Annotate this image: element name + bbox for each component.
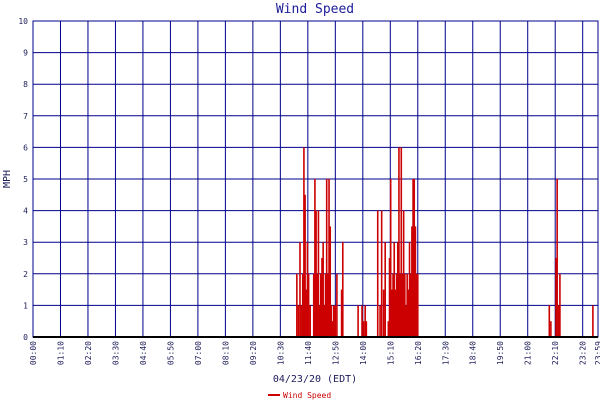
- y-tick-label: 1: [23, 301, 28, 310]
- y-tick-label: 5: [23, 175, 28, 184]
- x-tick-label: 04:40: [139, 341, 148, 365]
- x-tick-label: 19:50: [496, 341, 505, 365]
- y-axis-label: MPH: [2, 170, 13, 188]
- x-tick-label: 03:30: [111, 341, 120, 365]
- y-tick-label: 7: [23, 112, 28, 121]
- legend-label: Wind Speed: [283, 391, 331, 400]
- x-tick-label: 23:59: [594, 341, 600, 365]
- y-tick-label: 8: [23, 80, 28, 89]
- x-tick-label: 11:40: [304, 341, 313, 365]
- chart-title: Wind Speed: [276, 2, 354, 17]
- x-tick-label: 10:30: [276, 341, 285, 365]
- series-wind-speed-bars: [296, 147, 594, 337]
- x-tick-label: 23:20: [579, 341, 588, 365]
- x-tick-labels: 00:00 01:10 02:20 03:30 04:40 05:50 07:00 08:10…: [29, 341, 600, 365]
- x-tick-label: 21:00: [524, 341, 533, 365]
- y-tick-label: 3: [23, 238, 28, 247]
- x-tick-label: 12:50: [331, 341, 340, 365]
- x-tick-label: 18:40: [469, 341, 478, 365]
- legend: Wind Speed: [268, 391, 331, 400]
- y-tick-label: 0: [23, 333, 28, 342]
- x-axis-label: 04/23/20 (EDT): [273, 374, 357, 385]
- x-tick-label: 15:10: [386, 341, 395, 365]
- x-tick-label: 16:20: [414, 341, 423, 365]
- x-tick-label: 14:00: [359, 341, 368, 365]
- y-tick-labels: 0 1 2 3 4 5 6 7 8 9 10: [18, 17, 28, 342]
- x-tick-label: 07:00: [194, 341, 203, 365]
- x-tick-label: 08:10: [221, 341, 230, 365]
- x-tick-label: 01:10: [56, 341, 65, 365]
- y-tick-label: 4: [23, 207, 28, 216]
- x-tick-label: 09:20: [249, 341, 258, 365]
- x-tick-label: 05:50: [166, 341, 175, 365]
- y-tick-label: 10: [18, 17, 28, 26]
- y-tick-label: 2: [23, 270, 28, 279]
- x-tick-label: 00:00: [29, 341, 38, 365]
- y-tick-label: 9: [23, 49, 28, 58]
- y-tick-label: 6: [23, 143, 28, 152]
- x-tick-label: 17:30: [441, 341, 450, 365]
- x-tick-label: 22:10: [551, 341, 560, 365]
- x-tick-label: 02:20: [84, 341, 93, 365]
